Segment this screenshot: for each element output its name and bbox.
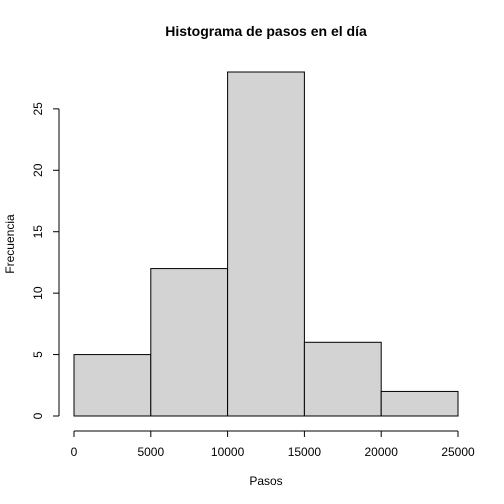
x-tick-label-5: 25000 [441,445,475,459]
histogram-bar-0 [73,354,152,417]
x-tick-label-1: 5000 [137,445,164,459]
x-tick-label-0: 0 [71,445,78,459]
y-axis: 0 5 10 15 20 25 [31,102,60,419]
y-tick-label-1: 5 [31,351,45,358]
y-tick-label-0: 0 [31,412,45,419]
x-tick-label-2: 10000 [211,445,245,459]
x-tick-label-3: 15000 [288,445,322,459]
y-tick-label-5: 25 [31,102,45,116]
y-tick-label-2: 10 [31,286,45,300]
y-tick-label-4: 20 [31,163,45,177]
histogram-bar-1 [150,268,229,417]
chart-title: Histograma de pasos en el día [165,23,367,39]
histogram-bar-4 [380,390,459,417]
y-axis-label: Frecuencia [3,214,17,274]
histogram-bar-2 [227,71,305,417]
y-tick-label-3: 15 [31,225,45,239]
histogram-bar-3 [303,341,382,417]
x-tick-label-4: 20000 [365,445,399,459]
bars-group [73,71,459,417]
x-axis: 0 5000 10000 15000 20000 25000 [71,430,475,459]
x-axis-label: Pasos [249,474,282,488]
